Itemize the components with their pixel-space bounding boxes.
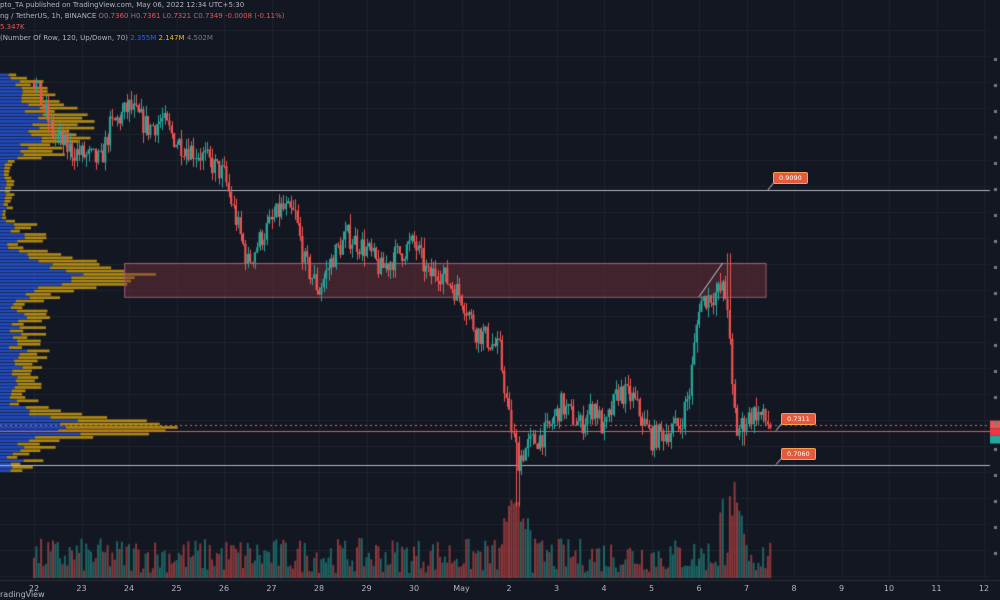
vp-indicator-label[interactable]: (Number Of Row, 120, Up/Down, 70)	[0, 34, 128, 42]
published-line: pto_TA published on TradingView.com, May…	[0, 1, 244, 9]
brand-text: radingView	[0, 590, 45, 599]
ohlc-c-label: C	[193, 12, 199, 20]
volume-value: 5.347K	[0, 23, 25, 31]
ohlc-change: -0.0008 (-0.11%)	[225, 12, 285, 20]
symbol-line: ng / TetherUS, 1h, BINANCE O0.7360 H0.73…	[0, 12, 284, 20]
ohlc-l-label: L	[162, 12, 167, 20]
tradingview-brand: radingView	[0, 590, 45, 599]
vp-total-value: 4.502M	[186, 34, 213, 42]
ohlc-open: 0.7360	[104, 12, 129, 20]
volume-line: 5.347K	[0, 23, 25, 31]
vp-indicator-line: (Number Of Row, 120, Up/Down, 70) 2.355M…	[0, 34, 213, 42]
ohlc-high: 0.7361	[136, 12, 161, 20]
vp-up-value: 2.355M	[130, 34, 157, 42]
ohlc-h-label: H	[130, 12, 136, 20]
ohlc-close: 0.7349	[198, 12, 223, 20]
ohlc-o-label: O	[98, 12, 104, 20]
published-text: pto_TA published on TradingView.com, May…	[0, 1, 245, 9]
vp-down-value: 2.147M	[158, 34, 185, 42]
symbol-text[interactable]: ng / TetherUS, 1h, BINANCE	[0, 12, 97, 20]
ohlc-low: 0.7321	[166, 12, 192, 20]
